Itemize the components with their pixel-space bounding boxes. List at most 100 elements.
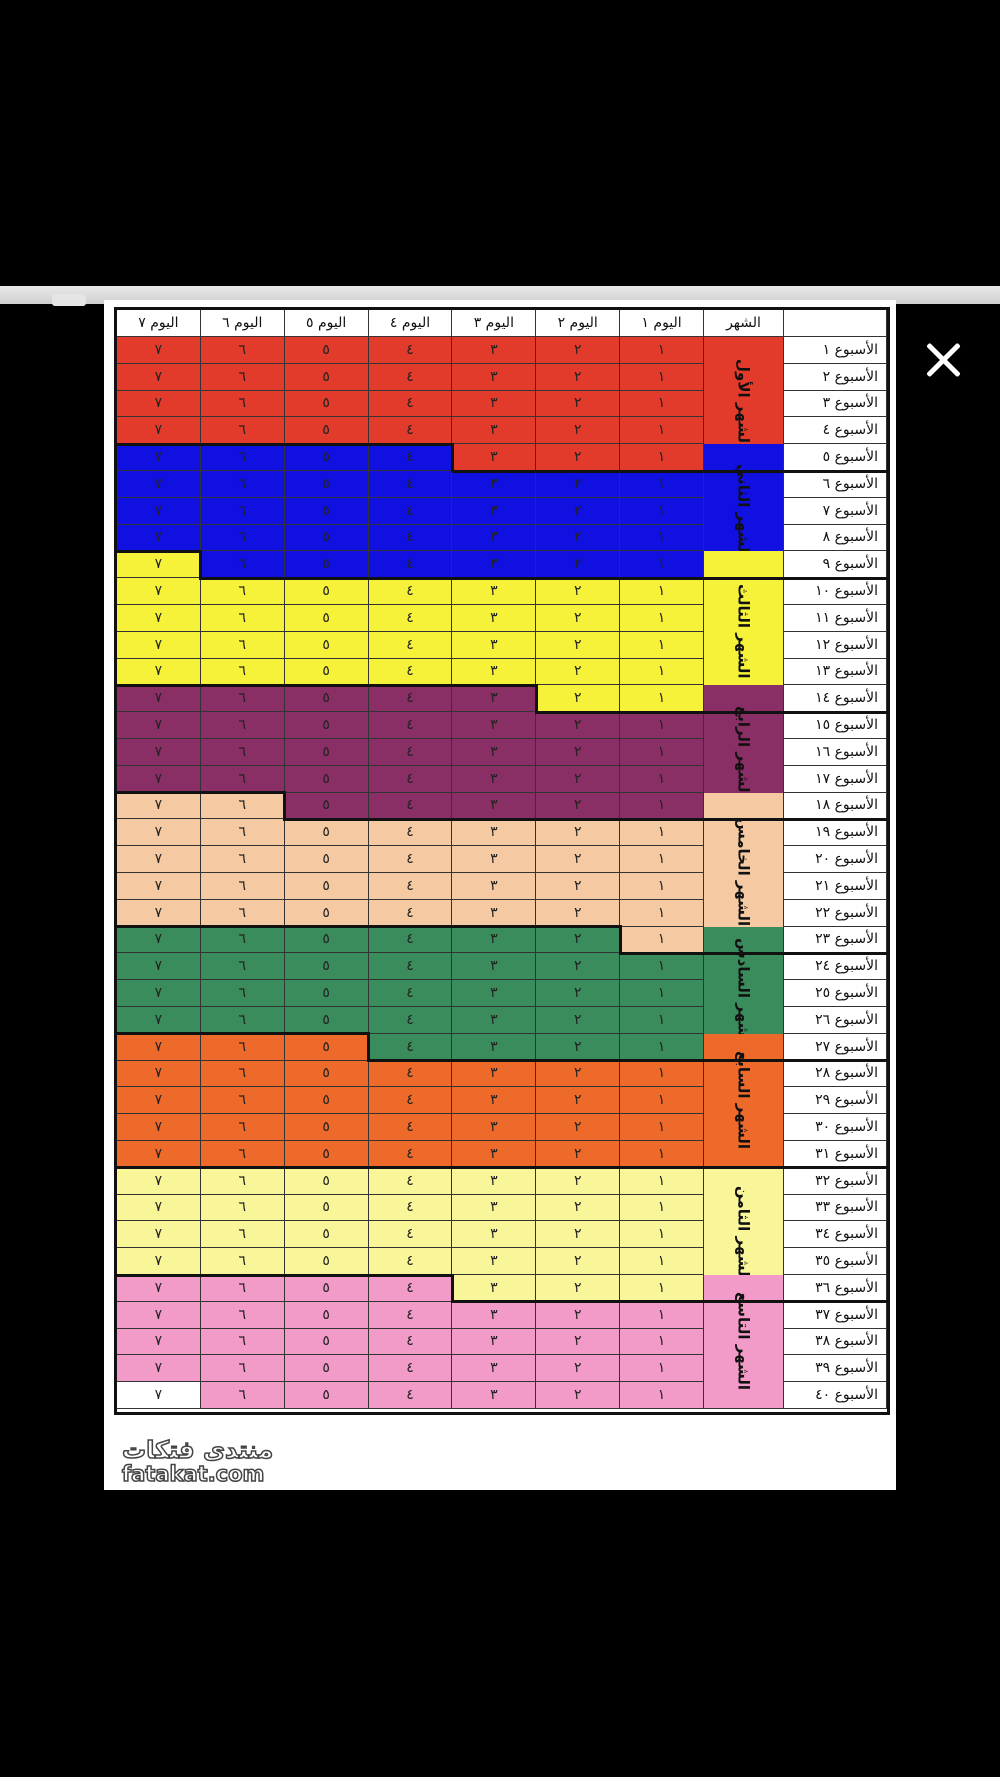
- day-cell: ٦: [200, 1301, 285, 1329]
- day-cell: ٤: [368, 1033, 453, 1061]
- week-label: الأسبوع ١٤: [784, 685, 887, 713]
- day-cell: ٧: [117, 926, 201, 954]
- month-boundary-line: [283, 791, 287, 821]
- day-cell: ٥: [284, 1087, 369, 1115]
- day-cell: ٢: [536, 417, 621, 445]
- day-cell: ٦: [200, 444, 285, 471]
- day-cell: ٧: [117, 1033, 201, 1061]
- week-label: الأسبوع ١٠: [784, 578, 887, 605]
- day-cell: ٧: [117, 497, 201, 525]
- day-cell: ٥: [284, 444, 369, 471]
- day-cell: ٥: [284, 1007, 369, 1034]
- day-cell: ١: [620, 1087, 704, 1115]
- day-cell: ٧: [117, 1275, 201, 1302]
- day-cell: ٦: [200, 873, 285, 900]
- header-day-2: اليوم ٢: [536, 310, 621, 337]
- day-cell: ٤: [368, 765, 453, 793]
- day-cell: ٦: [200, 1194, 285, 1222]
- day-cell: ٧: [117, 953, 201, 981]
- day-cell: ٣: [452, 1194, 537, 1222]
- day-cell: ٦: [200, 685, 285, 713]
- day-cell: ٥: [284, 926, 369, 954]
- day-cell: ١: [620, 524, 704, 552]
- day-cell: ٤: [368, 685, 453, 713]
- week-label: الأسبوع ٢٨: [784, 1060, 887, 1088]
- week-label: الأسبوع ٤: [784, 417, 887, 445]
- day-cell: ٧: [117, 846, 201, 873]
- day-cell: ١: [620, 899, 704, 927]
- day-cell: ٧: [117, 1194, 201, 1222]
- logo-latin: fatakat.com: [121, 1461, 265, 1487]
- day-cell: ٧: [117, 819, 201, 847]
- day-cell: ٣: [452, 551, 537, 579]
- day-cell: ١: [620, 1301, 704, 1329]
- day-cell: ٧: [117, 605, 201, 632]
- day-cell: ٤: [368, 899, 453, 927]
- day-cell: ١: [620, 417, 704, 445]
- day-cell: ٤: [368, 524, 453, 552]
- day-cell: ١: [620, 1221, 704, 1249]
- day-cell: ٥: [284, 390, 369, 418]
- day-cell: ٥: [284, 551, 369, 579]
- week-label: الأسبوع ٢١: [784, 873, 887, 900]
- day-cell: ٦: [200, 953, 285, 981]
- day-cell: ٧: [117, 1114, 201, 1141]
- week-label: الأسبوع ٣٠: [784, 1114, 887, 1141]
- close-icon[interactable]: [920, 336, 968, 384]
- day-cell: ٥: [284, 578, 369, 605]
- day-cell: ٦: [200, 337, 285, 364]
- day-cell: ٣: [452, 1007, 537, 1034]
- day-cell: ٧: [117, 390, 201, 418]
- week-label: الأسبوع ٧: [784, 497, 887, 525]
- day-cell: ٣: [452, 712, 537, 739]
- day-cell: ١: [620, 497, 704, 525]
- day-cell: ٣: [452, 1167, 537, 1195]
- week-label: الأسبوع ٢٠: [784, 846, 887, 873]
- header-day-3: اليوم ٣: [452, 310, 537, 337]
- day-cell: ٣: [452, 1114, 537, 1141]
- day-cell: ٧: [117, 471, 201, 498]
- day-cell: ١: [620, 578, 704, 605]
- day-cell: ٢: [536, 953, 621, 981]
- day-cell: ٣: [452, 1060, 537, 1088]
- week-label: الأسبوع ٩: [784, 551, 887, 579]
- header-month: الشهر: [704, 310, 784, 337]
- day-cell: ٥: [284, 685, 369, 713]
- day-cell: ٣: [452, 605, 537, 632]
- day-cell: ٧: [117, 578, 201, 605]
- month-boundary-line: [536, 710, 704, 714]
- day-cell: ١: [620, 792, 704, 820]
- month-boundary-line: [199, 549, 203, 580]
- day-cell: ٢: [536, 497, 621, 525]
- day-cell: ١: [620, 337, 704, 364]
- month-boundary-line: [117, 791, 285, 795]
- day-cell: ٣: [452, 417, 537, 445]
- day-cell: ٦: [200, 792, 285, 820]
- week-label: الأسبوع ٥: [784, 444, 887, 471]
- day-cell: ٥: [284, 658, 369, 686]
- day-cell: ٦: [200, 1167, 285, 1195]
- day-cell: ٢: [536, 1141, 621, 1168]
- day-cell: ٦: [200, 605, 285, 632]
- day-cell: ٢: [536, 873, 621, 900]
- day-cell: ٤: [368, 1301, 453, 1329]
- week-label: الأسبوع ١١: [784, 605, 887, 632]
- day-cell: ٤: [368, 1007, 453, 1034]
- day-cell: ٤: [368, 792, 453, 820]
- day-cell: ٢: [536, 471, 621, 498]
- day-cell: ٧: [117, 524, 201, 552]
- day-cell: ٣: [452, 471, 537, 498]
- month-boundary-line: [117, 925, 621, 929]
- day-cell: ٦: [200, 1114, 285, 1141]
- day-cell: ٥: [284, 497, 369, 525]
- day-cell: ٦: [200, 631, 285, 659]
- month-boundary-line: [704, 576, 887, 580]
- week-label: الأسبوع ٢٢: [784, 899, 887, 927]
- day-cell: ٧: [117, 1007, 201, 1034]
- day-cell: ٣: [452, 739, 537, 766]
- day-cell: ٥: [284, 792, 369, 820]
- month-boundary-line: [117, 549, 201, 553]
- day-cell: ٢: [536, 1114, 621, 1141]
- day-cell: ٣: [452, 899, 537, 927]
- month-boundary-line: [450, 1273, 454, 1304]
